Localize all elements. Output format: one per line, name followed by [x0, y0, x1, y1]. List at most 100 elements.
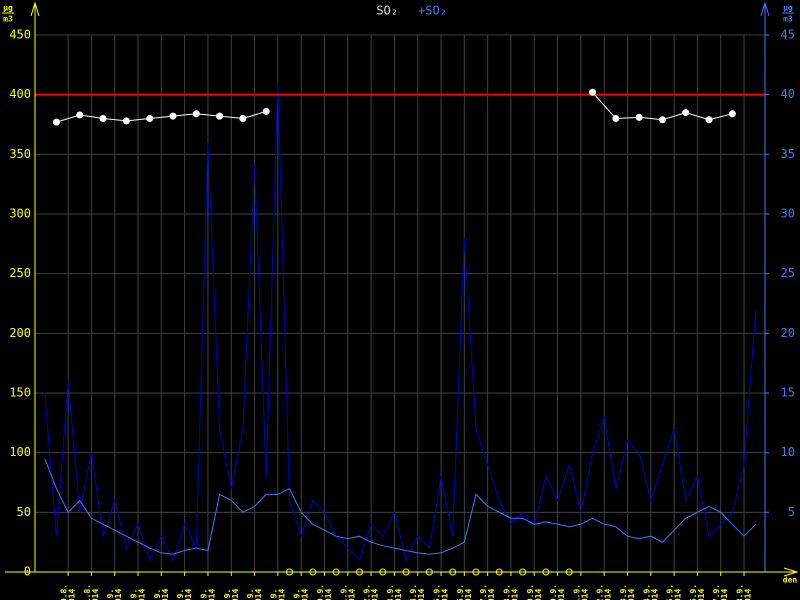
x-tick-year: 2014 [464, 589, 473, 600]
x-tick-year: 2014 [580, 589, 589, 600]
y2-tick-label: 5 [788, 505, 795, 519]
x-tick-label: 5.9. [199, 589, 208, 600]
x-tick-year: 2014 [744, 589, 753, 600]
x-tick-year: 2014 [604, 589, 613, 600]
y2-tick-label: 30 [781, 207, 795, 221]
x-tick-label: 21.9. [572, 584, 581, 600]
point [262, 107, 270, 115]
x-tick-group: 22.9. 2014 [596, 584, 613, 600]
x-tick-label: 6.9. [223, 589, 232, 600]
x-tick-label: 7.9. [246, 589, 255, 600]
x-tick-year: 2014 [510, 589, 519, 600]
point [612, 115, 620, 123]
x-tick-year: 2014 [534, 589, 543, 600]
y2-tick-label: 20 [781, 326, 795, 340]
x-tick-label: 15.9. [433, 584, 442, 600]
x-tick-year: 2014 [68, 589, 77, 600]
y-tick-label: 200 [9, 326, 31, 340]
y2-tick-label: 45 [781, 28, 795, 42]
x-tick-year: 2014 [371, 589, 380, 600]
y-tick-label: 400 [9, 87, 31, 101]
y-tick-label: 150 [9, 386, 31, 400]
x-tick-year: 2014 [254, 589, 263, 600]
x-tick-group: 1.9. 2014 [106, 589, 123, 600]
x-tick-label: 2.9. [130, 589, 139, 600]
x-tick-group: 19.9. 2014 [526, 584, 543, 600]
x-tick-group: 2.9. 2014 [130, 589, 147, 600]
y-tick-label: 250 [9, 266, 31, 280]
x-tick-label: 26.9. [689, 584, 698, 600]
point [169, 112, 177, 120]
x-tick-year: 2014 [114, 589, 123, 600]
y2-tick-label: 15 [781, 386, 795, 400]
x-tick-label: 24.9. [642, 584, 651, 600]
x-tick-year: 2014 [720, 589, 729, 600]
x-tick-year: 2014 [697, 589, 706, 600]
x-tick-group: 8.9. 2014 [269, 589, 286, 600]
x-tick-group: 25.9. 2014 [666, 584, 683, 600]
x-tick-label: 28.9. [736, 584, 745, 600]
y2-tick-label: 40 [781, 87, 795, 101]
x-tick-label: 30.8. [60, 584, 69, 600]
x-tick-year: 2014 [394, 589, 403, 600]
point [728, 110, 736, 118]
point [52, 118, 60, 126]
point [122, 117, 130, 125]
x-tick-group: 10.9. 2014 [316, 584, 333, 600]
y-tick-label: 350 [9, 147, 31, 161]
x-tick-year: 2014 [91, 589, 100, 600]
legend-entry: +SO₂ [418, 4, 447, 18]
x-tick-year: 2014 [301, 589, 310, 600]
y-axis-arrow [30, 1, 40, 17]
x-tick-label: 14.9. [409, 584, 418, 600]
x-tick-year: 2014 [487, 589, 496, 600]
x-tick-label: 11.9. [339, 584, 348, 600]
x-tick-label: 16.9. [456, 584, 465, 600]
x-tick-year: 2014 [324, 589, 333, 600]
point [239, 115, 247, 123]
y2-tick-label: 25 [781, 266, 795, 280]
x-tick-label: 8.9. [269, 589, 278, 600]
x-tick-group: 24.9. 2014 [642, 584, 659, 600]
x-tick-year: 2014 [347, 589, 356, 600]
point [635, 113, 643, 121]
x-tick-group: 15.9. 2014 [433, 584, 450, 600]
unit-den: m3 [3, 15, 13, 24]
x-tick-label: 13.9. [386, 584, 395, 600]
y-tick-label: 300 [9, 207, 31, 221]
x-tick-group: 4.9. 2014 [176, 589, 193, 600]
x-tick-group: 7.9. 2014 [246, 589, 263, 600]
x-tick-label: 20.9. [549, 584, 558, 600]
x-tick-label: 19.9. [526, 584, 535, 600]
x-tick-year: 2014 [231, 589, 240, 600]
x-tick-label: 1.9. [106, 589, 115, 600]
x-tick-label: 25.9. [666, 584, 675, 600]
point [658, 116, 666, 124]
unit-num: µg [3, 4, 13, 13]
point [682, 109, 690, 117]
x-tick-group: 3.9. 2014 [153, 589, 170, 600]
x-tick-label: 27.9. [712, 584, 721, 600]
x-tick-year: 2014 [161, 589, 170, 600]
x-tick-label: 9.9. [293, 589, 302, 600]
point [99, 115, 107, 123]
x-tick-year: 2014 [417, 589, 426, 600]
x-tick-year: 2014 [650, 589, 659, 600]
x-tick-group: 30.8. 2014 [60, 584, 77, 600]
unit-num: µg [783, 4, 793, 13]
y-tick-label: 100 [9, 445, 31, 459]
hourly-line [44, 82, 757, 562]
x-tick-group: 13.9. 2014 [386, 584, 403, 600]
x-tick-year: 2014 [441, 589, 450, 600]
point [216, 112, 224, 120]
x-tick-year: 2014 [627, 589, 636, 600]
x-tick-group: 21.9. 2014 [572, 584, 589, 600]
x-tick-year: 2014 [184, 589, 193, 600]
x-tick-label: 23.9. [619, 584, 628, 600]
x-tick-label: 12.9. [363, 584, 372, 600]
y-tick-label: 450 [9, 28, 31, 42]
x-tick-label: 17.9. [479, 584, 488, 600]
trend-line [44, 458, 757, 555]
